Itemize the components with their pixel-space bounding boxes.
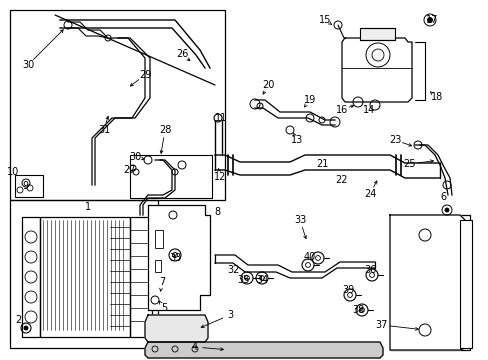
Text: 8: 8 xyxy=(214,207,220,217)
Polygon shape xyxy=(145,342,382,358)
Circle shape xyxy=(427,18,431,22)
Bar xyxy=(359,28,394,40)
Text: 9: 9 xyxy=(22,181,28,191)
Text: 18: 18 xyxy=(430,92,442,102)
Text: 20: 20 xyxy=(261,80,274,90)
Text: 40: 40 xyxy=(303,252,315,262)
Text: 39: 39 xyxy=(341,285,353,295)
Bar xyxy=(15,175,43,197)
Text: 27: 27 xyxy=(123,165,136,175)
Text: 14: 14 xyxy=(362,105,374,115)
Text: 23: 23 xyxy=(388,135,400,145)
Text: 1: 1 xyxy=(85,202,91,212)
Text: 6: 6 xyxy=(439,192,445,202)
Text: 26: 26 xyxy=(176,49,188,59)
Text: 19: 19 xyxy=(303,95,315,105)
Text: 37: 37 xyxy=(375,320,387,330)
Bar xyxy=(459,220,471,348)
Text: 36: 36 xyxy=(363,265,375,275)
Text: 2: 2 xyxy=(15,315,21,325)
Text: 4: 4 xyxy=(192,342,198,352)
Polygon shape xyxy=(389,215,464,350)
Text: 12: 12 xyxy=(213,172,226,182)
Bar xyxy=(10,200,158,348)
Text: 11: 11 xyxy=(214,113,226,123)
Text: 25: 25 xyxy=(403,159,415,169)
Text: 29: 29 xyxy=(139,70,151,80)
Bar xyxy=(130,155,212,198)
Text: 38: 38 xyxy=(351,305,364,315)
Text: 22: 22 xyxy=(335,175,347,185)
Bar xyxy=(22,217,40,337)
Polygon shape xyxy=(145,315,207,342)
Polygon shape xyxy=(148,205,209,310)
Bar xyxy=(155,260,161,272)
Circle shape xyxy=(24,326,28,330)
Text: 33: 33 xyxy=(293,215,305,225)
Polygon shape xyxy=(341,38,411,102)
Text: 15: 15 xyxy=(318,15,330,25)
Bar xyxy=(389,215,469,350)
Bar xyxy=(40,217,130,337)
Text: 28: 28 xyxy=(159,125,171,135)
Bar xyxy=(155,230,163,248)
Text: 13: 13 xyxy=(290,135,303,145)
Circle shape xyxy=(444,208,448,212)
Text: 17: 17 xyxy=(425,15,437,25)
Text: 16: 16 xyxy=(335,105,347,115)
Text: 33: 33 xyxy=(168,253,181,263)
Bar xyxy=(10,10,224,200)
Text: 24: 24 xyxy=(363,189,375,199)
Text: 35: 35 xyxy=(237,275,250,285)
Text: 34: 34 xyxy=(255,275,267,285)
Text: 10: 10 xyxy=(7,167,19,177)
Text: 3: 3 xyxy=(226,310,233,320)
Text: 5: 5 xyxy=(161,303,167,313)
Text: 32: 32 xyxy=(227,265,240,275)
Text: 30: 30 xyxy=(129,152,141,162)
Text: 7: 7 xyxy=(159,277,165,287)
Text: 31: 31 xyxy=(98,125,110,135)
Text: 21: 21 xyxy=(315,159,327,169)
Text: 30: 30 xyxy=(22,60,34,70)
Bar xyxy=(130,217,152,337)
